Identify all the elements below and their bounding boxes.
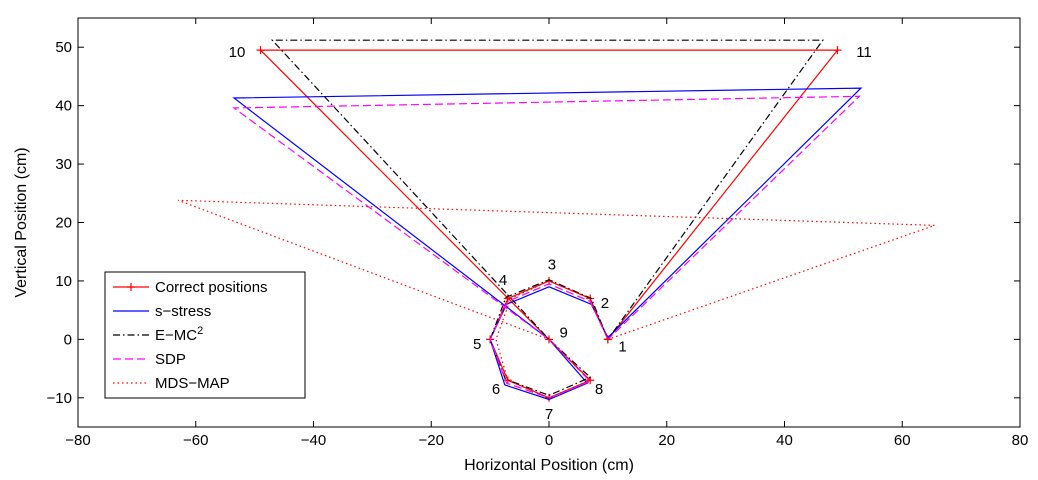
x-tick-label: −40: [301, 432, 326, 449]
y-tick-label: 0: [64, 331, 72, 348]
x-tick-label: 80: [1012, 432, 1029, 449]
x-tick-label: −60: [183, 432, 208, 449]
y-axis-label: Vertical Position (cm): [13, 147, 30, 297]
x-tick-label: 60: [894, 432, 911, 449]
marker-point: [256, 46, 265, 55]
point-label-10: 10: [229, 44, 246, 61]
x-tick-label: 20: [658, 432, 675, 449]
legend: Correct positions s−stress E−MC2 SDP MDS−MAP: [104, 271, 306, 399]
point-label-3: 3: [548, 257, 556, 274]
legend-label-2: s−stress: [155, 303, 211, 320]
y-tick-label: 30: [55, 156, 72, 173]
point-label-2: 2: [601, 295, 609, 312]
point-label-5: 5: [473, 336, 481, 353]
marker-point: [833, 46, 842, 55]
series-layer: [177, 39, 935, 402]
legend-label-3: E−MC2: [155, 325, 203, 344]
series-line-3: [270, 39, 824, 397]
axes-layer: −80 −60 −40 −20 0 20 40 60 80 −10 0 10 20 30 40 50: [47, 17, 1029, 449]
point-label-layer: 1 2 3 4 5 6 7 8 9 10 11: [229, 44, 872, 423]
x-tick-label: −20: [419, 432, 444, 449]
x-tick-label: 0: [545, 432, 553, 449]
point-label-11: 11: [856, 44, 872, 61]
x-tick-label: −80: [65, 432, 90, 449]
point-label-4: 4: [499, 272, 507, 289]
x-tick-label: 40: [776, 432, 793, 449]
y-tick-label: 40: [55, 98, 72, 115]
x-axis-label: Horizontal Position (cm): [464, 457, 634, 474]
y-tick-label: −10: [47, 390, 72, 407]
y-tick-label: 20: [55, 215, 72, 232]
point-label-8: 8: [595, 381, 603, 398]
y-tick-label: 10: [55, 273, 72, 290]
series-line-2: [232, 87, 863, 401]
series-line-4: [232, 95, 861, 399]
y-tick-label: 50: [55, 39, 72, 56]
point-label-6: 6: [492, 381, 500, 398]
legend-label-4: SDP: [155, 351, 186, 368]
point-label-9: 9: [560, 324, 568, 341]
legend-label-5: MDS−MAP: [155, 375, 230, 392]
point-label-7: 7: [545, 406, 553, 423]
point-label-1: 1: [618, 338, 626, 355]
legend-label-1: Correct positions: [155, 279, 268, 296]
legend-marker: [127, 283, 135, 291]
series-line-5: [177, 199, 935, 399]
